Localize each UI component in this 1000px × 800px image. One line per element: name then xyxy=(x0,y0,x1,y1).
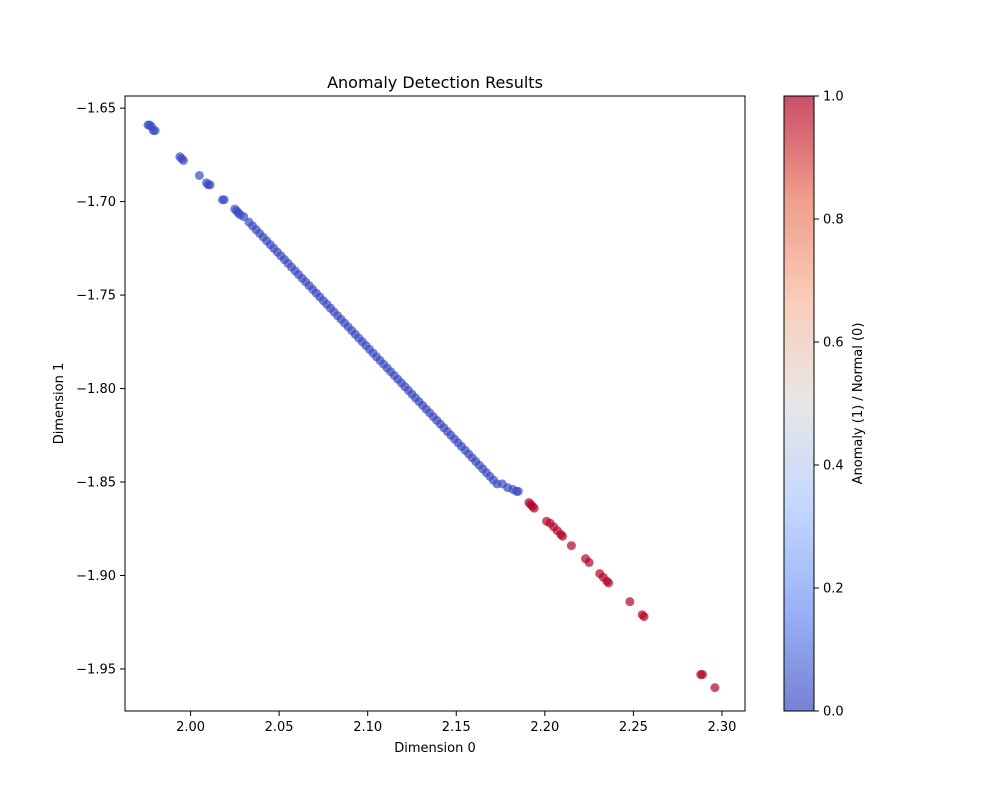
scatter-points xyxy=(143,120,720,693)
anomaly-point xyxy=(529,503,539,513)
plot-frame xyxy=(124,95,746,712)
anomaly-point xyxy=(697,670,707,680)
normal-point xyxy=(239,212,249,222)
y-axis-ticks: −1.65 −1.70 −1.75 −1.80 −1.85 −1.90 −1.95 xyxy=(76,102,125,677)
colorbar-label: Anomaly (1) / Normal (0) xyxy=(851,323,866,485)
x-tick-label: 2.30 xyxy=(707,720,736,735)
colorbar-tick-label: 0.8 xyxy=(823,213,844,228)
anomaly-point xyxy=(639,612,649,622)
anomaly-point xyxy=(584,557,594,567)
plot-area: 2.00 2.05 2.10 2.15 2.20 2.25 2.30 −1.65−1.70−… xyxy=(76,95,746,735)
colorbar-tick-label: 1.0 xyxy=(823,90,844,105)
y-tick-label: −1.90 xyxy=(76,569,116,584)
y-axis-label: Dimension 1 xyxy=(52,363,67,445)
colorbar-tick-label: 0.4 xyxy=(823,459,844,474)
x-axis-ticks: 2.00 2.05 2.10 2.15 2.20 2.25 2.30 xyxy=(176,711,736,735)
x-tick-label: 2.00 xyxy=(176,720,205,735)
colorbar-frame xyxy=(783,95,815,712)
normal-point xyxy=(194,170,204,180)
y-tick-label: −1.95 xyxy=(76,662,116,677)
colorbar-ticks: 0.0 0.2 0.4 0.6 0.8 1.0 xyxy=(814,90,844,720)
anomaly-point xyxy=(604,578,614,588)
normal-point xyxy=(513,486,523,496)
x-tick-label: 2.10 xyxy=(353,720,382,735)
y-tick-label: −1.80 xyxy=(76,382,116,397)
anomaly-point xyxy=(710,683,720,693)
y-tick-label: −1.65 xyxy=(76,102,116,117)
colorbar: 0.0 0.2 0.4 0.6 0.8 1.0 xyxy=(783,90,844,720)
anomaly-point xyxy=(566,541,576,551)
x-tick-label: 2.05 xyxy=(265,720,294,735)
normal-point xyxy=(150,126,160,136)
colorbar-tick-label: 0.2 xyxy=(823,582,844,597)
anomaly-point xyxy=(558,531,568,541)
x-tick-label: 2.15 xyxy=(442,720,471,735)
colorbar-tick-label: 0.0 xyxy=(823,705,844,720)
y-tick-label: −1.85 xyxy=(76,476,116,491)
chart-title: Anomaly Detection Results xyxy=(327,73,543,92)
anomaly-point xyxy=(625,597,635,607)
x-axis-label: Dimension 0 xyxy=(394,741,476,756)
normal-point xyxy=(219,195,229,205)
normal-point xyxy=(178,155,188,165)
colorbar-gradient xyxy=(784,96,814,711)
y-tick-label: −1.75 xyxy=(76,289,116,304)
normal-point xyxy=(205,180,215,190)
x-tick-label: 2.20 xyxy=(530,720,559,735)
y-tick-label: −1.70 xyxy=(76,195,116,210)
colorbar-tick-label: 0.6 xyxy=(823,336,844,351)
x-tick-label: 2.25 xyxy=(619,720,648,735)
